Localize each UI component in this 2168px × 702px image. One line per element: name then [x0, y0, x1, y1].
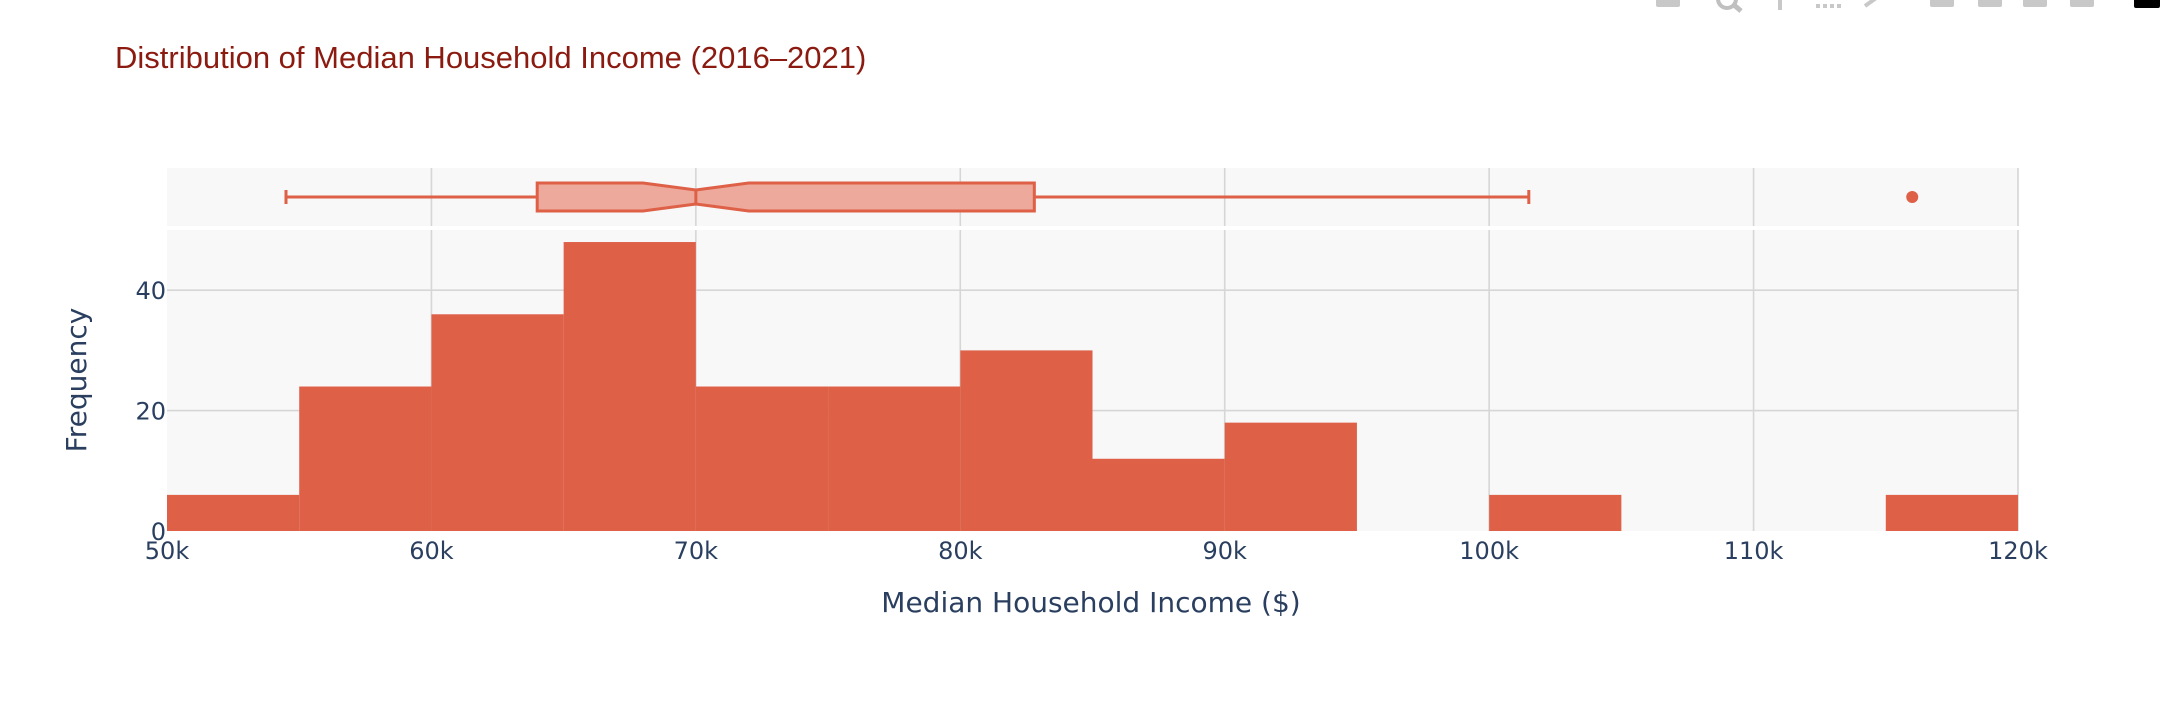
y-axis-title: Frequency [60, 308, 93, 453]
histogram-bar[interactable] [299, 386, 432, 531]
x-tick-label: 110k [1724, 537, 1784, 565]
x-axis-title: Median Household Income ($) [881, 586, 1300, 619]
box-outlier-point[interactable] [1906, 191, 1919, 203]
y-tick-label: 20 [135, 398, 166, 426]
histogram-bar[interactable] [695, 386, 829, 531]
histogram-bar[interactable] [1092, 458, 1225, 531]
histogram-bar[interactable] [1489, 494, 1622, 531]
y-axis-ticks: 0 20 40 [135, 277, 166, 546]
autoscale-icon[interactable] [2023, 0, 2047, 7]
histogram-bar[interactable] [1885, 494, 2018, 531]
x-axis-ticks: 50k 60k 70k 80k 90k 100k 110k 120k [145, 537, 2048, 565]
x-tick-label: 50k [145, 537, 190, 565]
box-select-dot [1823, 4, 1827, 8]
box-select-dot [1830, 4, 1834, 8]
zoom-icon-handle [1732, 3, 1743, 13]
pan-icon[interactable] [1778, 0, 1782, 10]
box-select-dot [1837, 4, 1841, 8]
x-tick-label: 80k [938, 537, 983, 565]
x-tick-label: 90k [1202, 537, 1247, 565]
x-tick-label: 120k [1988, 537, 2048, 565]
zoom-icon[interactable] [1716, 0, 1743, 13]
reset-axes-icon[interactable] [2070, 0, 2094, 7]
histogram-bar[interactable] [431, 314, 564, 531]
box-select-icon[interactable] [1816, 4, 1841, 8]
histogram-bar[interactable] [1224, 422, 1357, 531]
histogram-bars[interactable] [167, 242, 2018, 532]
camera-icon[interactable] [1656, 0, 1680, 7]
histogram-bar[interactable] [167, 494, 300, 531]
box-plot[interactable] [284, 181, 1919, 213]
y-tick-label: 0 [151, 518, 166, 546]
histogram-bar[interactable] [960, 350, 1093, 531]
modebar-toolbar[interactable] [1656, 0, 2160, 13]
y-tick-label: 40 [135, 277, 166, 305]
histogram-bar[interactable] [563, 242, 696, 532]
chart-title: Distribution of Median Household Income … [115, 40, 866, 75]
box-select-dot [1816, 4, 1820, 8]
zoom-out-icon[interactable] [1978, 0, 2002, 7]
lasso-icon[interactable] [1863, 0, 1879, 8]
histogram-bar[interactable] [828, 386, 961, 531]
plotly-logo-icon[interactable] [2134, 0, 2160, 8]
box-plot-gridlines [430, 168, 2019, 226]
x-tick-label: 60k [409, 537, 454, 565]
x-tick-label: 70k [674, 537, 719, 565]
x-tick-label: 100k [1459, 537, 1519, 565]
zoom-in-icon[interactable] [1930, 0, 1954, 7]
zoom-icon-glass [1716, 0, 1738, 10]
box-iqr-notched[interactable] [535, 181, 1036, 213]
